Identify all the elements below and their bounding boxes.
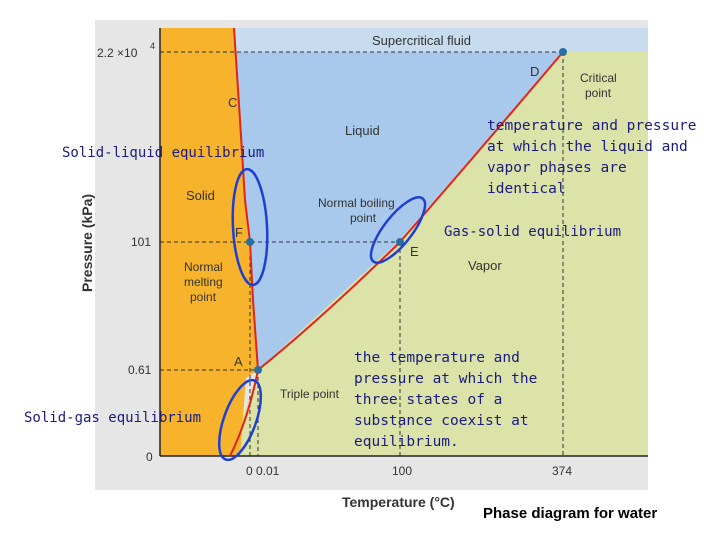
normal-melting-marker <box>246 238 254 246</box>
triple-line-1: the temperature and <box>354 350 520 366</box>
x-tick-100: 100 <box>392 464 412 478</box>
y-tick-0: 0 <box>146 450 153 464</box>
critical-label-2: point <box>585 86 612 100</box>
critical-line-2: at which the liquid and <box>487 139 688 156</box>
x-tick-001: 0.01 <box>256 464 280 478</box>
triple-line-3: three states of a <box>354 392 503 409</box>
axes <box>159 28 648 457</box>
melting-label-1: Normal <box>184 260 223 274</box>
solid-gas-annotation: Solid-gas equilibrium <box>24 410 202 426</box>
x-tick-0: 0 <box>246 464 253 478</box>
point-f-label: F <box>235 225 243 240</box>
critical-line-3: vapor phases are <box>487 160 627 177</box>
triple-line-5: equilibrium. <box>354 434 459 451</box>
triple-line-4: substance coexist at <box>354 413 529 430</box>
solid-liquid-curve <box>233 27 259 371</box>
boiling-ellipse <box>369 196 427 264</box>
boiling-label-2: point <box>350 211 377 225</box>
solid-gas-ellipse <box>217 378 263 462</box>
point-a-label: A <box>234 354 243 369</box>
boiling-label-1: Normal boiling <box>318 196 395 210</box>
critical-definition: temperature and pressure at which the li… <box>487 116 697 200</box>
solid-vapor-curve <box>229 369 259 457</box>
solid-liquid-ellipse <box>231 167 269 287</box>
triple-definition: the temperature and pressure at which th… <box>354 348 537 453</box>
triple-label: Triple point <box>280 387 340 401</box>
vapor-label: Vapor <box>468 258 502 273</box>
critical-label-1: Critical <box>580 71 617 85</box>
point-c-label: C <box>228 95 237 110</box>
figure-caption: Phase diagram for water <box>483 505 658 522</box>
vapor-region <box>230 52 648 456</box>
triple-point-marker <box>254 366 262 374</box>
critical-line-4: identical <box>487 181 566 198</box>
y-tick-101: 101 <box>131 235 151 249</box>
gas-solid-annotation: Gas-solid equilibrium <box>444 224 622 240</box>
x-axis-title: Temperature (°C) <box>342 494 455 510</box>
solid-liquid-annotation: Solid-liquid equilibrium <box>62 145 265 161</box>
x-tick-374: 374 <box>552 464 572 478</box>
critical-point-marker <box>559 48 567 56</box>
supercritical-label: Supercritical fluid <box>372 33 471 48</box>
liquid-label: Liquid <box>345 123 380 138</box>
liquid-region <box>234 52 563 370</box>
y-tick-22e4-exp: 4 <box>150 41 155 51</box>
supercritical-region <box>234 28 648 52</box>
normal-boiling-marker <box>396 238 404 246</box>
melting-label-3: point <box>190 290 217 304</box>
melting-label-2: melting <box>184 275 223 289</box>
point-e-label: E <box>410 244 419 259</box>
critical-line-1: temperature and pressure <box>487 118 697 134</box>
triple-line-2: pressure at which the <box>354 371 538 388</box>
guide-lines <box>160 51 564 456</box>
y-tick-061: 0.61 <box>128 363 152 377</box>
y-axis-title: Pressure (kPa) <box>79 194 95 292</box>
y-tick-22e4: 2.2 ×10 <box>97 46 138 60</box>
highlight-ellipses <box>217 167 427 462</box>
solid-label: Solid <box>186 188 215 203</box>
point-d-label: D <box>530 64 539 79</box>
